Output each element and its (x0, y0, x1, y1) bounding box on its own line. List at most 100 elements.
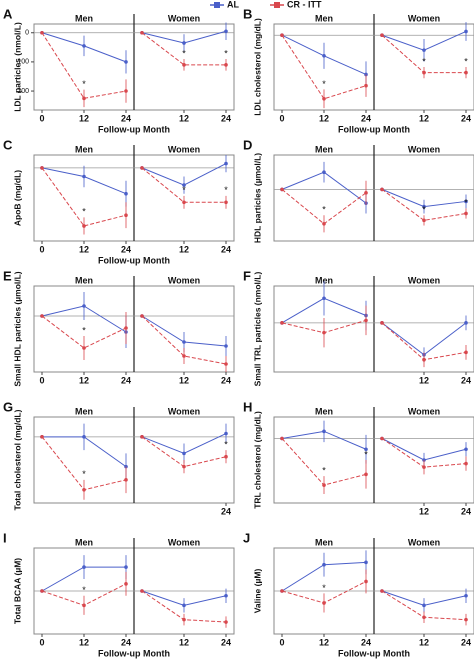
significance-marker: * (82, 207, 86, 217)
panel-letter: A (3, 6, 13, 21)
x-tick-label: 24 (461, 113, 471, 123)
data-point (364, 472, 368, 477)
facet-title: Men (75, 537, 93, 547)
facet-title: Women (408, 13, 440, 23)
panel-letter: J (243, 530, 250, 545)
data-point (182, 617, 186, 622)
data-point (182, 464, 186, 469)
data-point (140, 589, 144, 593)
significance-marker: * (82, 585, 86, 595)
data-point (82, 304, 86, 308)
data-point (182, 63, 186, 67)
x-tick-label: 12 (419, 637, 429, 647)
x-tick-label: 24 (221, 375, 231, 385)
x-tick-label: 12 (419, 506, 429, 516)
y-axis-label: LDL particles (nmol/L) (12, 22, 22, 112)
data-point (224, 200, 228, 205)
data-point (140, 314, 144, 318)
x-tick-label: 12 (179, 113, 189, 123)
data-point (422, 465, 426, 469)
y-tick-label: 200 (17, 88, 29, 95)
facet-title: Men (75, 144, 93, 154)
significance-marker: * (464, 56, 468, 66)
data-point (124, 565, 128, 569)
data-point (322, 601, 326, 605)
x-tick-label: 24 (121, 113, 131, 123)
facet-title: Women (408, 144, 440, 154)
data-point (380, 33, 384, 38)
data-point (280, 436, 284, 441)
significance-marker: * (422, 56, 426, 66)
significance-marker: * (422, 205, 426, 215)
data-point (364, 318, 368, 323)
significance-marker: * (224, 439, 228, 449)
y-axis-label: Valine (µM) (252, 569, 262, 614)
data-point (322, 96, 326, 101)
x-tick-label: 24 (461, 506, 471, 516)
data-point (280, 589, 284, 593)
facet-title: Men (315, 537, 333, 547)
data-point (182, 451, 186, 456)
panel-letter: H (243, 399, 252, 414)
facet-title: Men (75, 275, 93, 285)
data-point (82, 44, 86, 48)
data-point (124, 213, 128, 217)
x-tick-label: 12 (319, 113, 329, 123)
y-axis-label: Total cholesterol (mg/dL) (12, 409, 22, 510)
y-axis-label: Small HDL particles (µmol/L) (12, 271, 22, 386)
data-point (224, 454, 228, 459)
data-point (140, 166, 144, 170)
panel-letter: D (243, 137, 252, 152)
facet-title: Men (75, 13, 93, 23)
data-point (224, 161, 228, 166)
x-axis-label: Follow-up Month (98, 124, 170, 134)
data-point (82, 224, 86, 228)
x-tick-label: 0 (39, 637, 44, 647)
data-point (82, 174, 86, 179)
data-point (182, 41, 186, 45)
data-point (322, 170, 326, 174)
x-tick-label: 0 (39, 375, 44, 385)
facet-title: Women (168, 144, 200, 154)
x-tick-label: 12 (79, 113, 89, 123)
x-axis-label: Follow-up Month (98, 648, 170, 658)
data-point (40, 435, 44, 439)
facet-title: Women (408, 275, 440, 285)
data-point (322, 222, 326, 226)
x-axis-label: Follow-up Month (338, 648, 410, 658)
data-point (322, 562, 326, 567)
significance-marker: * (224, 48, 228, 58)
data-point (124, 478, 128, 482)
x-tick-label: 0 (279, 637, 284, 647)
y-tick-label: 100 (17, 59, 29, 66)
data-point (464, 461, 468, 466)
x-tick-label: 24 (361, 113, 371, 123)
x-tick-label: 24 (221, 113, 231, 123)
facet-title: Women (168, 537, 200, 547)
y-tick-label: 0 (25, 30, 29, 37)
significance-marker: * (464, 198, 468, 208)
data-point (422, 357, 426, 362)
significance-marker: * (82, 469, 86, 479)
x-tick-label: 12 (79, 375, 89, 385)
significance-marker: * (224, 185, 228, 195)
significance-marker: * (82, 325, 86, 335)
data-point (124, 89, 128, 93)
x-tick-label: 24 (221, 637, 231, 647)
data-point (182, 340, 186, 344)
data-point (82, 603, 86, 608)
data-point (464, 211, 468, 216)
data-point (40, 30, 44, 35)
data-point (322, 330, 326, 335)
data-point (82, 346, 86, 350)
data-point (364, 447, 368, 452)
legend-marker (274, 2, 280, 8)
data-point (464, 199, 468, 204)
data-point (182, 354, 186, 358)
data-point (124, 191, 128, 196)
data-point (422, 218, 426, 223)
data-point (40, 589, 44, 593)
legend-label: AL (227, 0, 239, 9)
x-tick-label: 12 (79, 244, 89, 254)
